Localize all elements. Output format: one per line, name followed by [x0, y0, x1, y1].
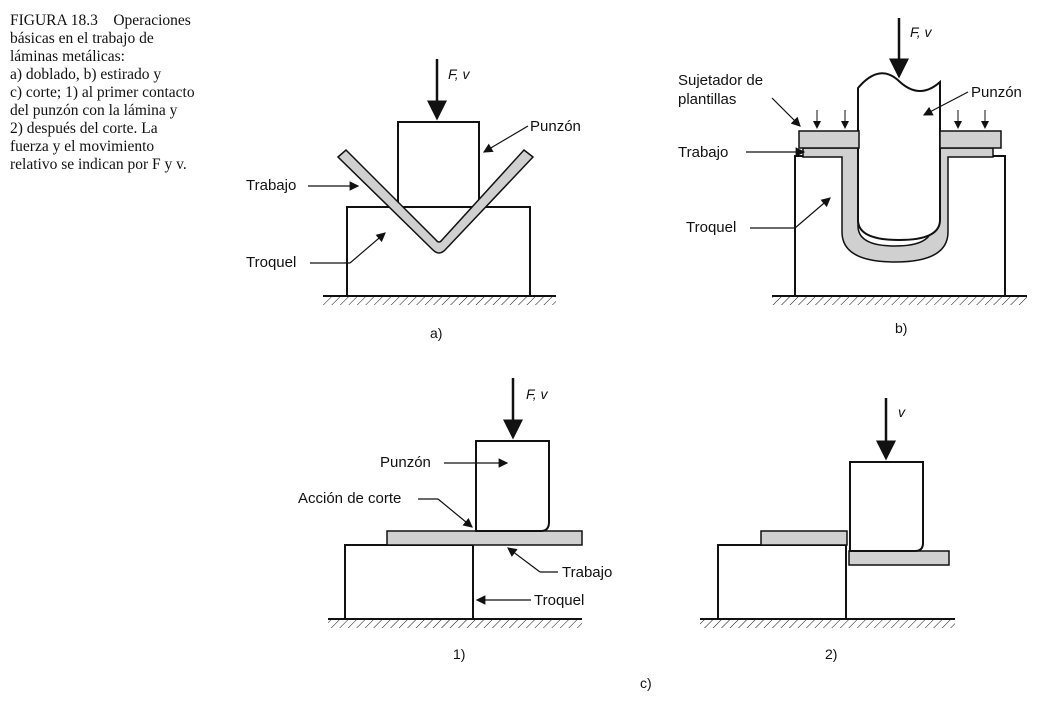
work-sheet: [336, 148, 535, 254]
punch-block: [475, 440, 550, 532]
punch-block: [397, 121, 480, 208]
sublabel: b): [895, 320, 907, 336]
panel-a-bending: F, v Punzón Trabajo Troquel a): [246, 59, 581, 341]
caption-line: láminas metálicas:: [10, 48, 125, 65]
punch-leader: [922, 91, 969, 116]
cut-leader-diag: [437, 498, 473, 528]
ground-hatch: [323, 295, 556, 305]
sublabel: 2): [825, 646, 837, 662]
ground-hatch: [772, 295, 1027, 305]
work-sheet: [386, 530, 583, 546]
caption-line: del punzón con la lámina y: [10, 102, 178, 119]
die-label: Troquel: [686, 219, 736, 236]
ground-hatch: [700, 618, 955, 628]
sublabel: 1): [453, 646, 465, 662]
caption-line: fuerza y el movimiento: [10, 138, 155, 155]
die-label: Troquel: [246, 254, 296, 271]
force-label: F, v: [910, 24, 933, 40]
panel-c1-cutting-contact: F, v Punzón Acción de corte Trabajo Troq…: [298, 378, 612, 662]
caption-line: a) doblado, b) estirado y: [10, 66, 162, 83]
die-label: Troquel: [534, 592, 584, 609]
holder-label: Sujetador de: [678, 72, 763, 89]
work-leader-diag: [507, 547, 541, 573]
punch-block: [857, 72, 941, 242]
blank-holder-right: [939, 130, 1002, 149]
blank-holder-left: [798, 130, 860, 149]
work-label: Trabajo: [678, 144, 728, 161]
work-label: Trabajo: [562, 564, 612, 581]
sublabel: a): [430, 325, 442, 341]
punch-leader: [482, 125, 529, 153]
caption-line: 2) después del corte. La: [10, 120, 158, 137]
force-label: F, v: [448, 66, 471, 82]
caption-line: básicas en el trabajo de: [10, 30, 154, 47]
figure-number: FIGURA 18.3: [10, 12, 98, 29]
caption-line: relativo se indican por F y v.: [10, 156, 187, 173]
holder-label: plantillas: [678, 91, 736, 108]
punch-label: Punzón: [530, 118, 581, 135]
motion-label: v: [898, 404, 906, 420]
punch-label: Punzón: [971, 84, 1022, 101]
holder-leader: [771, 97, 801, 127]
force-label: F, v: [526, 386, 549, 402]
work-sheet-remaining: [760, 530, 848, 546]
work-sheet: [802, 147, 994, 263]
caption-line: c) corte; 1) al primer contacto: [10, 84, 195, 101]
die-leader-diag: [794, 197, 831, 229]
group-c-label: c): [640, 675, 652, 691]
punch-block: [849, 461, 924, 552]
figure-caption: FIGURA 18.3 Operaciones básicas en el tr…: [10, 12, 250, 174]
die-block-left: [717, 544, 847, 620]
cut-label: Acción de corte: [298, 490, 401, 507]
panel-b-drawing: F, v Sujetador de plantillas Punzón Trab…: [678, 18, 1027, 336]
work-label: Trabajo: [246, 177, 296, 194]
caption-title: Operaciones: [113, 12, 191, 29]
die-leader-diag: [349, 232, 386, 264]
work-sheet-cut-piece: [848, 550, 950, 566]
ground-hatch: [328, 618, 582, 628]
punch-label: Punzón: [380, 454, 431, 471]
die-block-left: [344, 544, 474, 620]
panel-c2-after-cut: v 2): [700, 398, 955, 662]
